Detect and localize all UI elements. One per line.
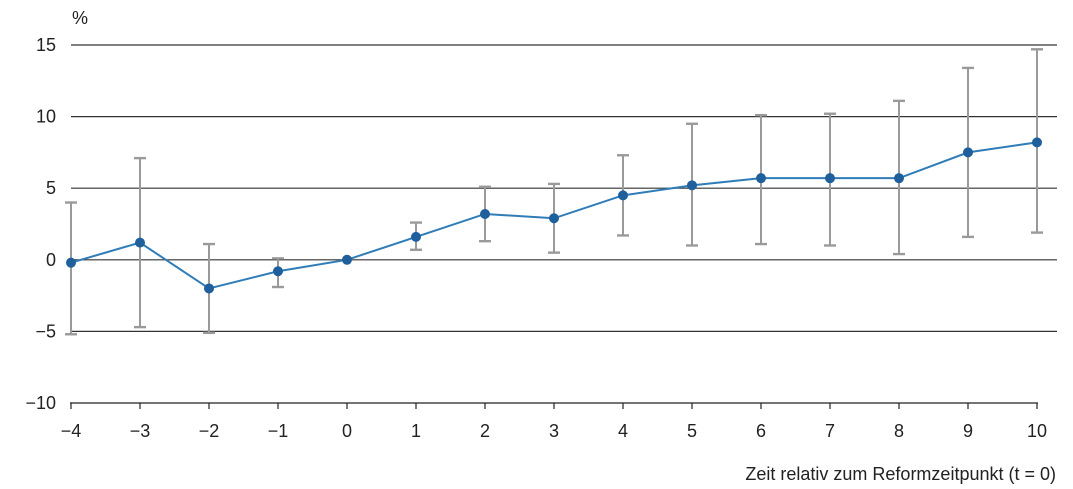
data-point bbox=[549, 213, 559, 224]
x-tick-label: 0 bbox=[342, 421, 352, 441]
x-tick-label: 4 bbox=[618, 421, 628, 441]
data-point bbox=[894, 173, 904, 184]
y-tick-label: −10 bbox=[25, 393, 56, 413]
data-point bbox=[273, 266, 283, 277]
x-tick-label: −1 bbox=[268, 421, 289, 441]
x-tick-label: 9 bbox=[963, 421, 973, 441]
x-tick-label: 5 bbox=[687, 421, 697, 441]
data-point bbox=[204, 283, 214, 294]
grid-lines bbox=[71, 44, 1057, 332]
x-tick-label: −2 bbox=[199, 421, 220, 441]
data-point bbox=[687, 180, 697, 191]
y-tick-label: 0 bbox=[46, 250, 56, 270]
x-axis-title: Zeit relativ zum Reformzeitpunkt (t = 0) bbox=[745, 464, 1056, 484]
y-axis-unit: % bbox=[72, 8, 88, 28]
x-tick-label: 7 bbox=[825, 421, 835, 441]
x-tick-label: 1 bbox=[411, 421, 421, 441]
data-point bbox=[480, 208, 490, 219]
data-points bbox=[66, 137, 1042, 294]
y-tick-labels: −10 −5 0 5 10 15 bbox=[25, 35, 56, 413]
data-point bbox=[66, 257, 76, 268]
x-tick-label: 2 bbox=[480, 421, 490, 441]
data-point bbox=[135, 237, 145, 248]
y-tick-label: 5 bbox=[46, 178, 56, 198]
y-tick-label: −5 bbox=[35, 321, 56, 341]
data-point bbox=[825, 173, 835, 184]
data-point bbox=[618, 190, 628, 201]
x-tick-label: −4 bbox=[61, 421, 82, 441]
error-bar bbox=[65, 201, 77, 336]
x-tick-label: 8 bbox=[894, 421, 904, 441]
x-tick-label: 10 bbox=[1027, 421, 1047, 441]
data-point bbox=[342, 254, 352, 265]
y-tick-label: 10 bbox=[36, 107, 56, 127]
data-point bbox=[963, 147, 973, 158]
x-tick-label: −3 bbox=[130, 421, 151, 441]
data-point bbox=[411, 231, 421, 242]
data-point bbox=[1032, 137, 1042, 148]
data-point bbox=[756, 173, 766, 184]
x-tick-label: 6 bbox=[756, 421, 766, 441]
y-tick-label: 15 bbox=[36, 35, 56, 55]
x-tick-label: 3 bbox=[549, 421, 559, 441]
x-axis: −4 −3 −2 −1 0 1 2 3 4 5 6 7 8 9 10 bbox=[61, 402, 1047, 441]
